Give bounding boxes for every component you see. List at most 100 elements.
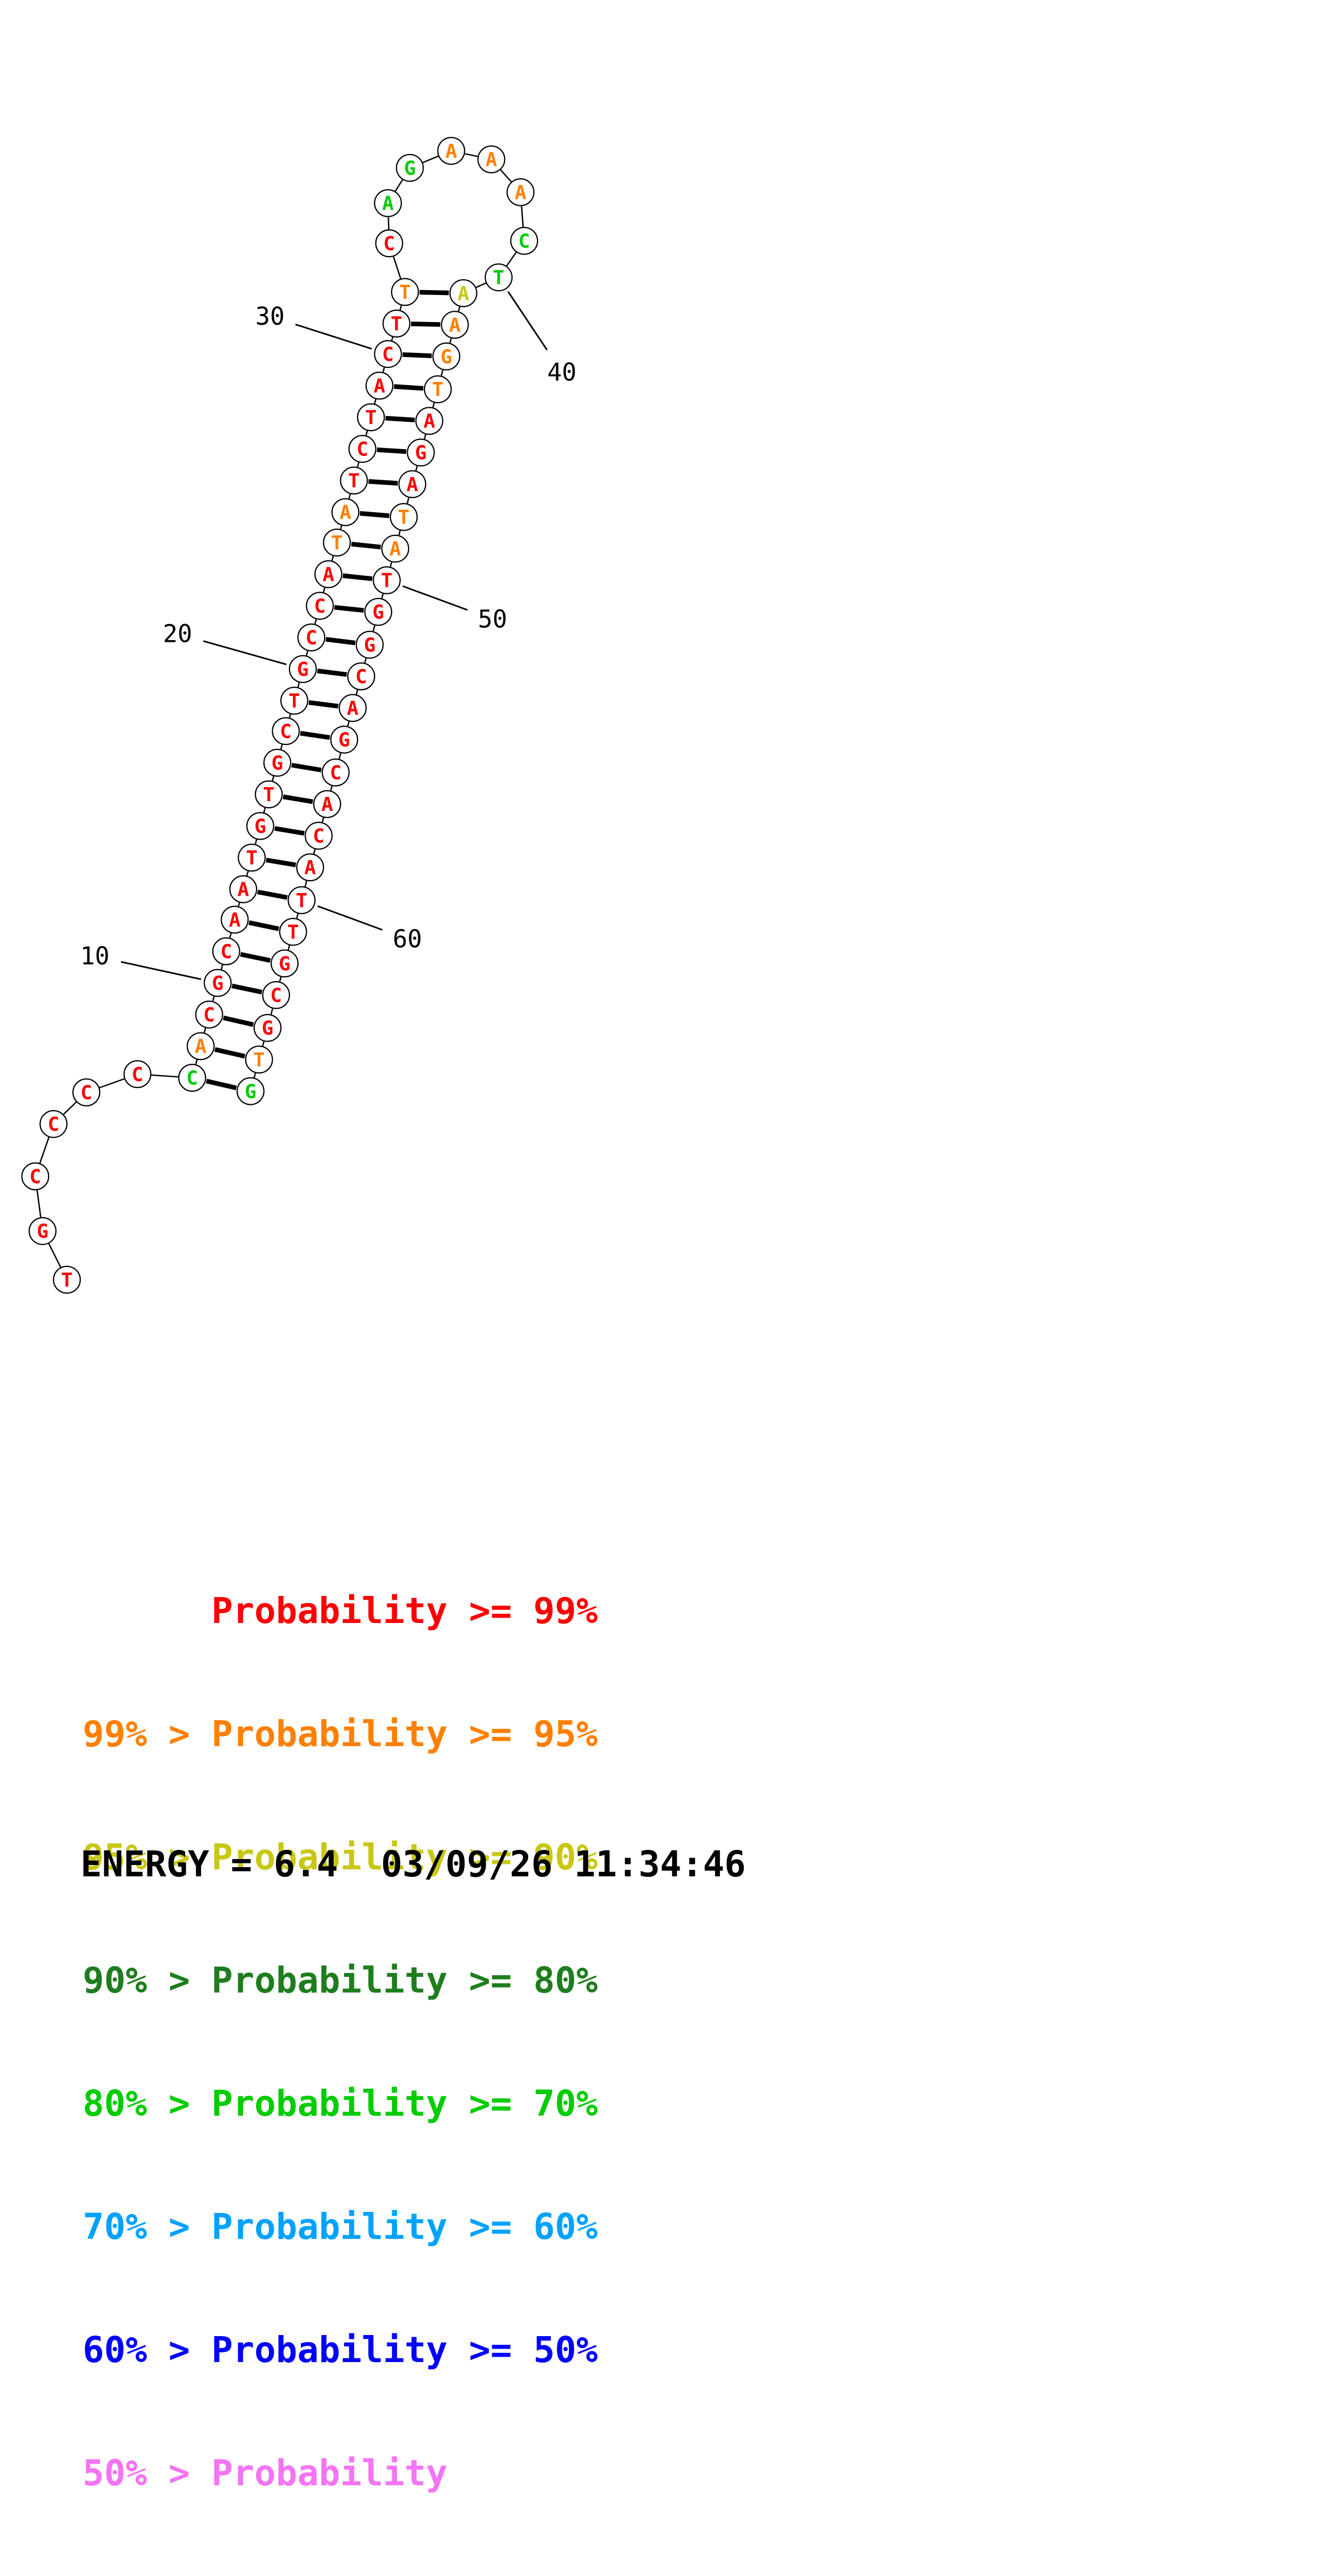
position-label-leader — [120, 961, 201, 981]
legend-line-p-low: 50% > Probability — [83, 2452, 448, 2494]
nucleotide-base-letter: A — [486, 149, 497, 171]
backbone-segment — [253, 1072, 257, 1078]
nucleotide-circle — [330, 726, 359, 754]
nucleotide-circle — [263, 748, 292, 777]
basepair-bond — [300, 730, 331, 740]
nucleotide-circle — [423, 375, 452, 404]
backbone-segment — [338, 753, 341, 760]
basepair-bond — [351, 541, 381, 549]
nucleotide-base-letter: T — [331, 532, 343, 554]
basepair-bond — [385, 415, 415, 422]
legend-line-p95: 99% > Probability >= 95% — [83, 1713, 598, 1755]
nucleotide-circle — [355, 630, 384, 659]
basepair-bond — [325, 636, 356, 646]
nucleotide-base-letter: T — [288, 690, 300, 713]
nucleotide-base-letter: G — [338, 729, 350, 752]
nucleotide-circle — [374, 189, 402, 217]
nucleotide-circle — [340, 466, 368, 495]
nucleotide-circle — [305, 821, 333, 850]
nucleotide-circle — [186, 1032, 215, 1061]
nucleotide-base-letter: T — [287, 921, 299, 943]
nucleotide-circle — [72, 1078, 100, 1106]
position-label: 10 — [80, 942, 110, 970]
backbone-segment — [394, 179, 403, 192]
basepair-bond — [334, 605, 364, 613]
nucleotide-base-letter: T — [263, 784, 275, 806]
nucleotide-base-letter: A — [322, 564, 334, 586]
nucleotide-base-letter: C — [80, 1082, 92, 1104]
nucleotide-circle — [364, 598, 393, 626]
nucleotide-base-letter: T — [398, 507, 410, 529]
backbone-segment — [521, 206, 524, 227]
backbone-segment — [432, 403, 435, 408]
nucleotide-base-letter: C — [355, 666, 367, 688]
backbone-segment — [99, 1078, 125, 1089]
nucleotide-circle — [348, 434, 376, 463]
nucleotide-base-letter: C — [280, 721, 292, 743]
nucleotide-circle — [204, 969, 232, 997]
nucleotide-base-letter: T — [61, 1269, 73, 1291]
nucleotide-base-letter: T — [432, 379, 444, 401]
nucleotide-base-letter: A — [195, 1036, 207, 1058]
basepair-bond — [206, 1078, 237, 1090]
basepair-bond — [291, 762, 322, 773]
basepair-bond — [223, 1015, 254, 1027]
nucleotide-circle — [437, 137, 466, 165]
nucleotide-base-letter: A — [445, 140, 457, 163]
backbone-segment — [263, 807, 266, 813]
backbone-segment — [422, 155, 439, 164]
nucleotide-base-letter: G — [212, 972, 224, 995]
nucleotide-base-letter: C — [356, 438, 368, 460]
nucleotide-base-letter: C — [306, 627, 318, 649]
nucleotide-base-letter: C — [519, 230, 530, 252]
backbone-segment — [423, 434, 427, 439]
backbone-segment — [331, 555, 334, 561]
basepair-bond — [240, 952, 271, 963]
nucleotide-base-letter: G — [364, 634, 376, 656]
nucleotide-base-letter: C — [220, 941, 232, 963]
nucleotide-base-letter: A — [229, 909, 241, 931]
nucleotide-circle — [229, 875, 258, 903]
nucleotide-circle — [391, 278, 419, 306]
backbone-segment — [195, 1059, 198, 1065]
nucleotide-circle — [254, 780, 283, 809]
nucleotide-circle — [123, 1060, 152, 1089]
nucleotide-circle — [510, 226, 539, 255]
nucleotide-base-letter: G — [37, 1220, 49, 1243]
backbone-segment — [272, 776, 274, 781]
backbone-segment — [381, 593, 384, 599]
nucleotide-base-letter: A — [321, 794, 333, 816]
backbone-segment — [321, 817, 325, 823]
position-label: 40 — [547, 358, 576, 386]
basepair-bond — [214, 1047, 246, 1059]
nucleotide-circle — [415, 407, 443, 435]
nucleotide-circle — [373, 566, 401, 594]
nucleotide-circle — [246, 811, 274, 840]
basepair-bond — [231, 983, 263, 995]
backbone-segment — [365, 430, 368, 436]
nucleotide-base-letter: A — [423, 411, 435, 433]
nucleotide-base-letter: G — [372, 601, 384, 623]
nucleotide-circle — [407, 438, 435, 467]
basepair-bond — [266, 857, 297, 868]
nucleotide-base-letter: G — [404, 157, 416, 179]
nucleotide-circle — [374, 340, 402, 368]
nucleotide-circle — [485, 263, 513, 292]
nucleotide-base-letter: C — [48, 1113, 59, 1136]
nucleotide-base-letter: A — [347, 697, 359, 720]
backbone-segment — [246, 871, 249, 876]
basepair-bond — [360, 511, 389, 518]
nucleotide-circle — [477, 145, 506, 173]
backbone-segment — [406, 497, 409, 504]
backbone-segment — [347, 721, 350, 727]
backbone-segment — [262, 1041, 265, 1046]
backbone-segment — [314, 619, 317, 625]
basepair-bond — [308, 700, 339, 709]
nucleotide-base-letter: A — [457, 283, 469, 305]
nucleotide-circle — [270, 949, 299, 978]
nucleotide-base-letter: C — [132, 1064, 144, 1086]
nucleotide-circle — [331, 498, 360, 526]
backbone-segment — [449, 338, 452, 344]
nucleotide-base-letter: G — [272, 752, 284, 774]
backbone-segment — [457, 306, 461, 312]
